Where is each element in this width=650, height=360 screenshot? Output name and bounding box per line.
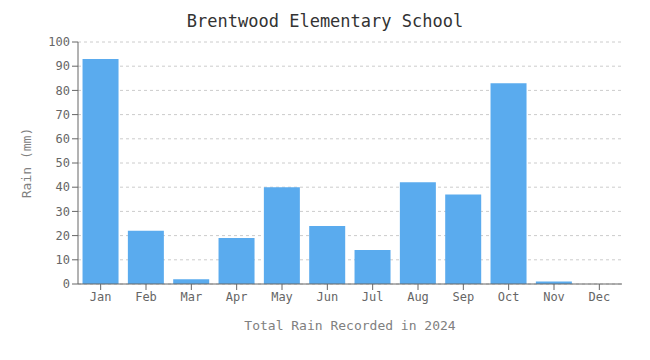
svg-text:60: 60 — [56, 132, 70, 146]
svg-text:Mar: Mar — [180, 290, 202, 304]
html-text:Brentwood Elementary School: Brentwood Elementary School — [186, 11, 464, 31]
svg-text:80: 80 — [56, 84, 70, 98]
svg-text:0: 0 — [63, 277, 70, 291]
svg-text:Jan: Jan — [90, 290, 112, 304]
svg-text:May: May — [271, 290, 293, 304]
svg-text:30: 30 — [56, 205, 70, 219]
svg-text:Aug: Aug — [407, 290, 429, 304]
svg-text:100: 100 — [48, 35, 70, 49]
svg-text:Total Rain Recorded in 2024: Total Rain Recorded in 2024 — [244, 318, 455, 333]
svg-text:Oct: Oct — [498, 290, 520, 304]
svg-text:Dec: Dec — [588, 290, 610, 304]
svg-text:90: 90 — [56, 59, 70, 73]
svg-text:20: 20 — [56, 229, 70, 243]
svg-text:Sep: Sep — [452, 290, 474, 304]
svg-text:Jul: Jul — [362, 290, 384, 304]
svg-text:Rain (mm): Rain (mm) — [19, 128, 34, 198]
svg-text:Feb: Feb — [135, 290, 157, 304]
svg-text:Nov: Nov — [543, 290, 565, 304]
svg-text:Jun: Jun — [316, 290, 338, 304]
svg-text:Apr: Apr — [226, 290, 248, 304]
svg-text:70: 70 — [56, 108, 70, 122]
svg-text:10: 10 — [56, 253, 70, 267]
svg-text:40: 40 — [56, 180, 70, 194]
svg-text:50: 50 — [56, 156, 70, 170]
